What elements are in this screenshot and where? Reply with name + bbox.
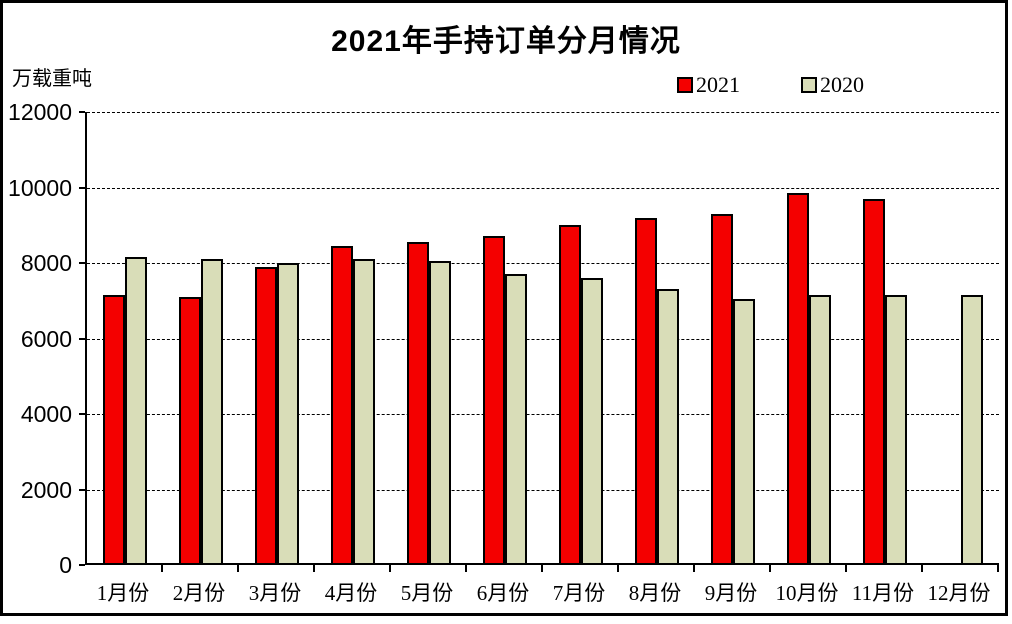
x-label-12月份: 12月份	[927, 581, 991, 605]
bar-2021-7月份	[559, 225, 581, 563]
y-tick-label-10000: 10000	[8, 174, 72, 201]
legend-item-2020: 2020	[801, 72, 864, 97]
bar-2021-8月份	[635, 217, 657, 563]
bar-group-8月份	[635, 217, 679, 563]
bar-group-4月份	[331, 245, 375, 563]
x-tick-6	[541, 565, 543, 572]
bar-2021-4月份	[331, 245, 353, 563]
bar-2021-1月份	[103, 294, 125, 563]
bar-2021-10月份	[787, 193, 809, 563]
y-tick-label-6000: 6000	[20, 325, 72, 352]
bar-group-2月份	[179, 259, 223, 563]
x-label-9月份: 9月份	[704, 581, 758, 605]
x-tick-2	[237, 565, 239, 572]
x-tick-5	[465, 565, 467, 572]
y-tick-4000	[79, 413, 85, 415]
x-label-3月份: 3月份	[248, 581, 302, 605]
plot-area	[85, 112, 999, 565]
y-axis-unit-label: 万载重吨	[12, 68, 92, 90]
x-label-7月份: 7月份	[552, 581, 606, 605]
legend-item-2021: 2021	[677, 72, 740, 97]
bar-group-5月份	[407, 242, 451, 563]
x-tick-11	[921, 565, 923, 572]
bar-group-10月份	[787, 193, 831, 563]
x-tick-12	[997, 565, 999, 572]
chart-title: 2021年手持订单分月情况	[331, 25, 681, 58]
y-tick-label-4000: 4000	[20, 401, 72, 427]
legend-label-2020: 2020	[820, 72, 864, 97]
bar-2020-12月份	[961, 294, 983, 563]
bar-group-9月份	[711, 213, 755, 563]
bar-2020-3月份	[277, 262, 299, 563]
x-tick-10	[845, 565, 847, 572]
bar-2020-7月份	[581, 278, 603, 563]
gridline-6000	[87, 338, 999, 340]
bar-2020-11月份	[885, 294, 907, 563]
x-label-5月份: 5月份	[400, 581, 454, 605]
bar-2021-11月份	[863, 198, 885, 563]
gridline-8000	[87, 263, 999, 264]
bar-2020-1月份	[125, 257, 147, 563]
y-tick-6000	[79, 337, 85, 340]
y-tick-label-12000: 12000	[8, 99, 72, 125]
x-tick-7	[617, 565, 619, 572]
legend-swatch-2020	[801, 77, 817, 93]
y-tick-0	[79, 564, 85, 566]
bar-2021-6月份	[483, 236, 505, 563]
bar-group-6月份	[483, 236, 527, 563]
bar-2021-2月份	[179, 296, 201, 563]
x-label-10月份: 10月份	[775, 581, 839, 605]
bar-2020-9月份	[733, 298, 755, 563]
x-tick-8	[693, 565, 695, 572]
x-tick-4	[389, 565, 391, 572]
bar-2020-4月份	[353, 259, 375, 563]
bar-2020-2月份	[201, 259, 223, 563]
bar-2021-3月份	[255, 266, 277, 563]
x-label-11月份: 11月份	[851, 581, 915, 605]
y-tick-label-8000: 8000	[20, 250, 72, 276]
bar-2020-8月份	[657, 289, 679, 563]
bar-2021-9月份	[711, 213, 733, 563]
x-label-6月份: 6月份	[476, 581, 530, 605]
x-axis-labels: 1月份 2月份 3月份 4月份 5月份 6月份 7月份 8月份 9月份 10月份 11月份 12月份	[85, 577, 999, 607]
bar-group-12月份	[939, 294, 983, 563]
x-label-2月份: 2月份	[172, 581, 226, 605]
bar-group-3月份	[255, 262, 299, 563]
x-tick-3	[313, 565, 315, 572]
x-label-4月份: 4月份	[324, 581, 378, 605]
x-tick-9	[769, 565, 771, 572]
bar-group-1月份	[103, 257, 147, 563]
y-tick-label-0: 0	[59, 552, 72, 578]
bar-2021-5月份	[407, 242, 429, 563]
y-tick-12000	[79, 111, 85, 113]
bar-2020-10月份	[809, 294, 831, 563]
y-tick-10000	[79, 186, 85, 189]
y-axis-tick-labels: 0 2000 4000 6000 8000 10000 12000	[0, 99, 72, 578]
x-label-8月份: 8月份	[628, 581, 682, 605]
x-label-1月份: 1月份	[96, 581, 150, 605]
bar-2020-5月份	[429, 261, 451, 563]
y-tick-2000	[79, 488, 85, 491]
gridline-4000	[87, 414, 999, 415]
bar-group-7月份	[559, 225, 603, 563]
gridline-12000	[87, 112, 999, 113]
y-tick-label-2000: 2000	[20, 476, 72, 503]
x-tick-1	[161, 565, 163, 572]
gridline-10000	[87, 187, 999, 189]
bar-2020-6月份	[505, 274, 527, 563]
legend-label-2021: 2021	[696, 72, 740, 97]
bar-group-11月份	[863, 198, 907, 563]
y-tick-8000	[79, 262, 85, 264]
legend-swatch-2021	[677, 77, 693, 93]
gridline-2000	[87, 489, 999, 491]
